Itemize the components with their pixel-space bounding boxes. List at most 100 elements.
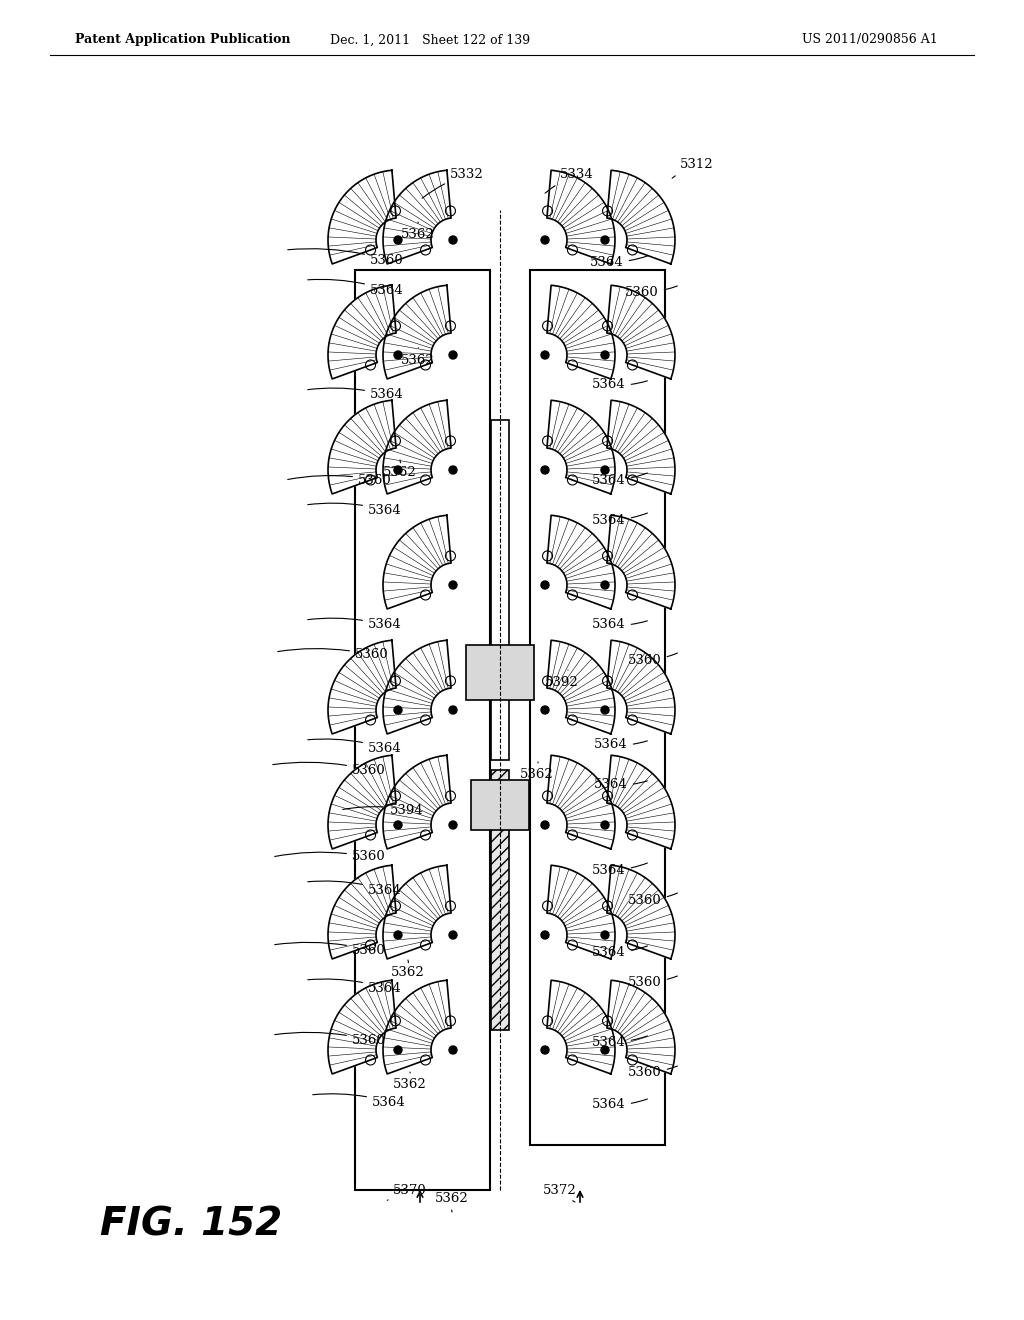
Polygon shape (607, 515, 675, 609)
Circle shape (394, 236, 402, 244)
Bar (466, 645, 534, 700)
Circle shape (449, 581, 457, 589)
Text: 5364: 5364 (308, 880, 401, 896)
Text: 5360: 5360 (288, 248, 403, 267)
Text: 5360: 5360 (628, 1065, 678, 1078)
Polygon shape (607, 755, 675, 849)
Text: 5364: 5364 (590, 256, 647, 268)
Polygon shape (607, 866, 675, 958)
Text: 5364: 5364 (592, 1098, 647, 1111)
Polygon shape (328, 866, 396, 958)
Polygon shape (547, 981, 615, 1074)
Text: 5360: 5360 (274, 850, 386, 863)
Text: 5364: 5364 (594, 779, 647, 792)
Polygon shape (328, 285, 396, 379)
Polygon shape (607, 981, 675, 1074)
Polygon shape (383, 755, 452, 849)
Circle shape (394, 351, 402, 359)
Text: US 2011/0290856 A1: US 2011/0290856 A1 (802, 33, 938, 46)
Circle shape (394, 931, 402, 939)
Polygon shape (383, 400, 452, 494)
Circle shape (394, 1045, 402, 1053)
Circle shape (541, 1045, 549, 1053)
Circle shape (394, 466, 402, 474)
Text: 5364: 5364 (308, 979, 401, 994)
Polygon shape (328, 640, 396, 734)
Text: 5332: 5332 (422, 169, 483, 198)
Text: 5372: 5372 (543, 1184, 577, 1203)
Text: 5334: 5334 (545, 169, 594, 193)
Circle shape (541, 931, 549, 939)
Circle shape (601, 1045, 609, 1053)
Polygon shape (328, 755, 396, 849)
Circle shape (449, 351, 457, 359)
Text: 5360: 5360 (628, 653, 678, 667)
Polygon shape (328, 981, 396, 1074)
Circle shape (449, 236, 457, 244)
Text: 5360: 5360 (625, 285, 678, 298)
Circle shape (449, 466, 457, 474)
Circle shape (541, 821, 549, 829)
Polygon shape (547, 640, 615, 734)
Polygon shape (328, 170, 396, 264)
Polygon shape (547, 755, 615, 849)
Text: 5364: 5364 (592, 863, 647, 876)
Text: 5362: 5362 (401, 222, 435, 242)
Text: 5362: 5362 (520, 762, 554, 781)
Text: 5364: 5364 (308, 388, 403, 401)
Polygon shape (383, 170, 452, 264)
Text: Patent Application Publication: Patent Application Publication (75, 33, 291, 46)
Polygon shape (547, 285, 615, 379)
Polygon shape (547, 400, 615, 494)
Bar (490, 420, 509, 760)
Circle shape (449, 931, 457, 939)
Text: 5360: 5360 (274, 942, 386, 957)
Text: 5364: 5364 (308, 618, 401, 631)
Circle shape (601, 706, 609, 714)
Text: 5360: 5360 (272, 762, 386, 776)
Text: 5364: 5364 (308, 280, 403, 297)
Circle shape (449, 1045, 457, 1053)
Text: 5392: 5392 (545, 671, 579, 689)
Text: 5364: 5364 (592, 379, 647, 392)
Circle shape (601, 931, 609, 939)
Text: 5370: 5370 (387, 1184, 427, 1200)
Text: 5364: 5364 (592, 945, 647, 958)
Circle shape (541, 466, 549, 474)
Text: 5364: 5364 (592, 473, 647, 487)
Circle shape (541, 351, 549, 359)
Polygon shape (383, 640, 452, 734)
Circle shape (394, 706, 402, 714)
Circle shape (541, 236, 549, 244)
Text: 5364: 5364 (312, 1094, 406, 1109)
Text: Dec. 1, 2011   Sheet 122 of 139: Dec. 1, 2011 Sheet 122 of 139 (330, 33, 530, 46)
Text: 5364: 5364 (592, 1035, 647, 1048)
Text: 5362: 5362 (383, 459, 417, 479)
Circle shape (449, 821, 457, 829)
Circle shape (541, 706, 549, 714)
Circle shape (601, 821, 609, 829)
Polygon shape (547, 866, 615, 958)
Polygon shape (383, 981, 452, 1074)
Text: 5360: 5360 (278, 648, 389, 661)
Polygon shape (547, 515, 615, 609)
Text: 5362: 5362 (435, 1192, 469, 1212)
Text: 5362: 5362 (401, 347, 435, 367)
Bar (471, 780, 529, 830)
Circle shape (394, 821, 402, 829)
Circle shape (601, 581, 609, 589)
Text: 5364: 5364 (592, 619, 647, 631)
Polygon shape (383, 285, 452, 379)
Bar (490, 770, 509, 1030)
Bar (355, 271, 490, 1191)
Text: 5362: 5362 (393, 1072, 427, 1092)
Text: 5364: 5364 (308, 503, 401, 516)
Polygon shape (547, 170, 615, 264)
Text: 5312: 5312 (672, 158, 714, 178)
Polygon shape (328, 400, 396, 494)
Polygon shape (383, 515, 452, 609)
Text: 5360: 5360 (628, 975, 678, 989)
Text: 5360: 5360 (274, 1032, 386, 1047)
Polygon shape (607, 285, 675, 379)
Text: 5360: 5360 (288, 474, 392, 487)
